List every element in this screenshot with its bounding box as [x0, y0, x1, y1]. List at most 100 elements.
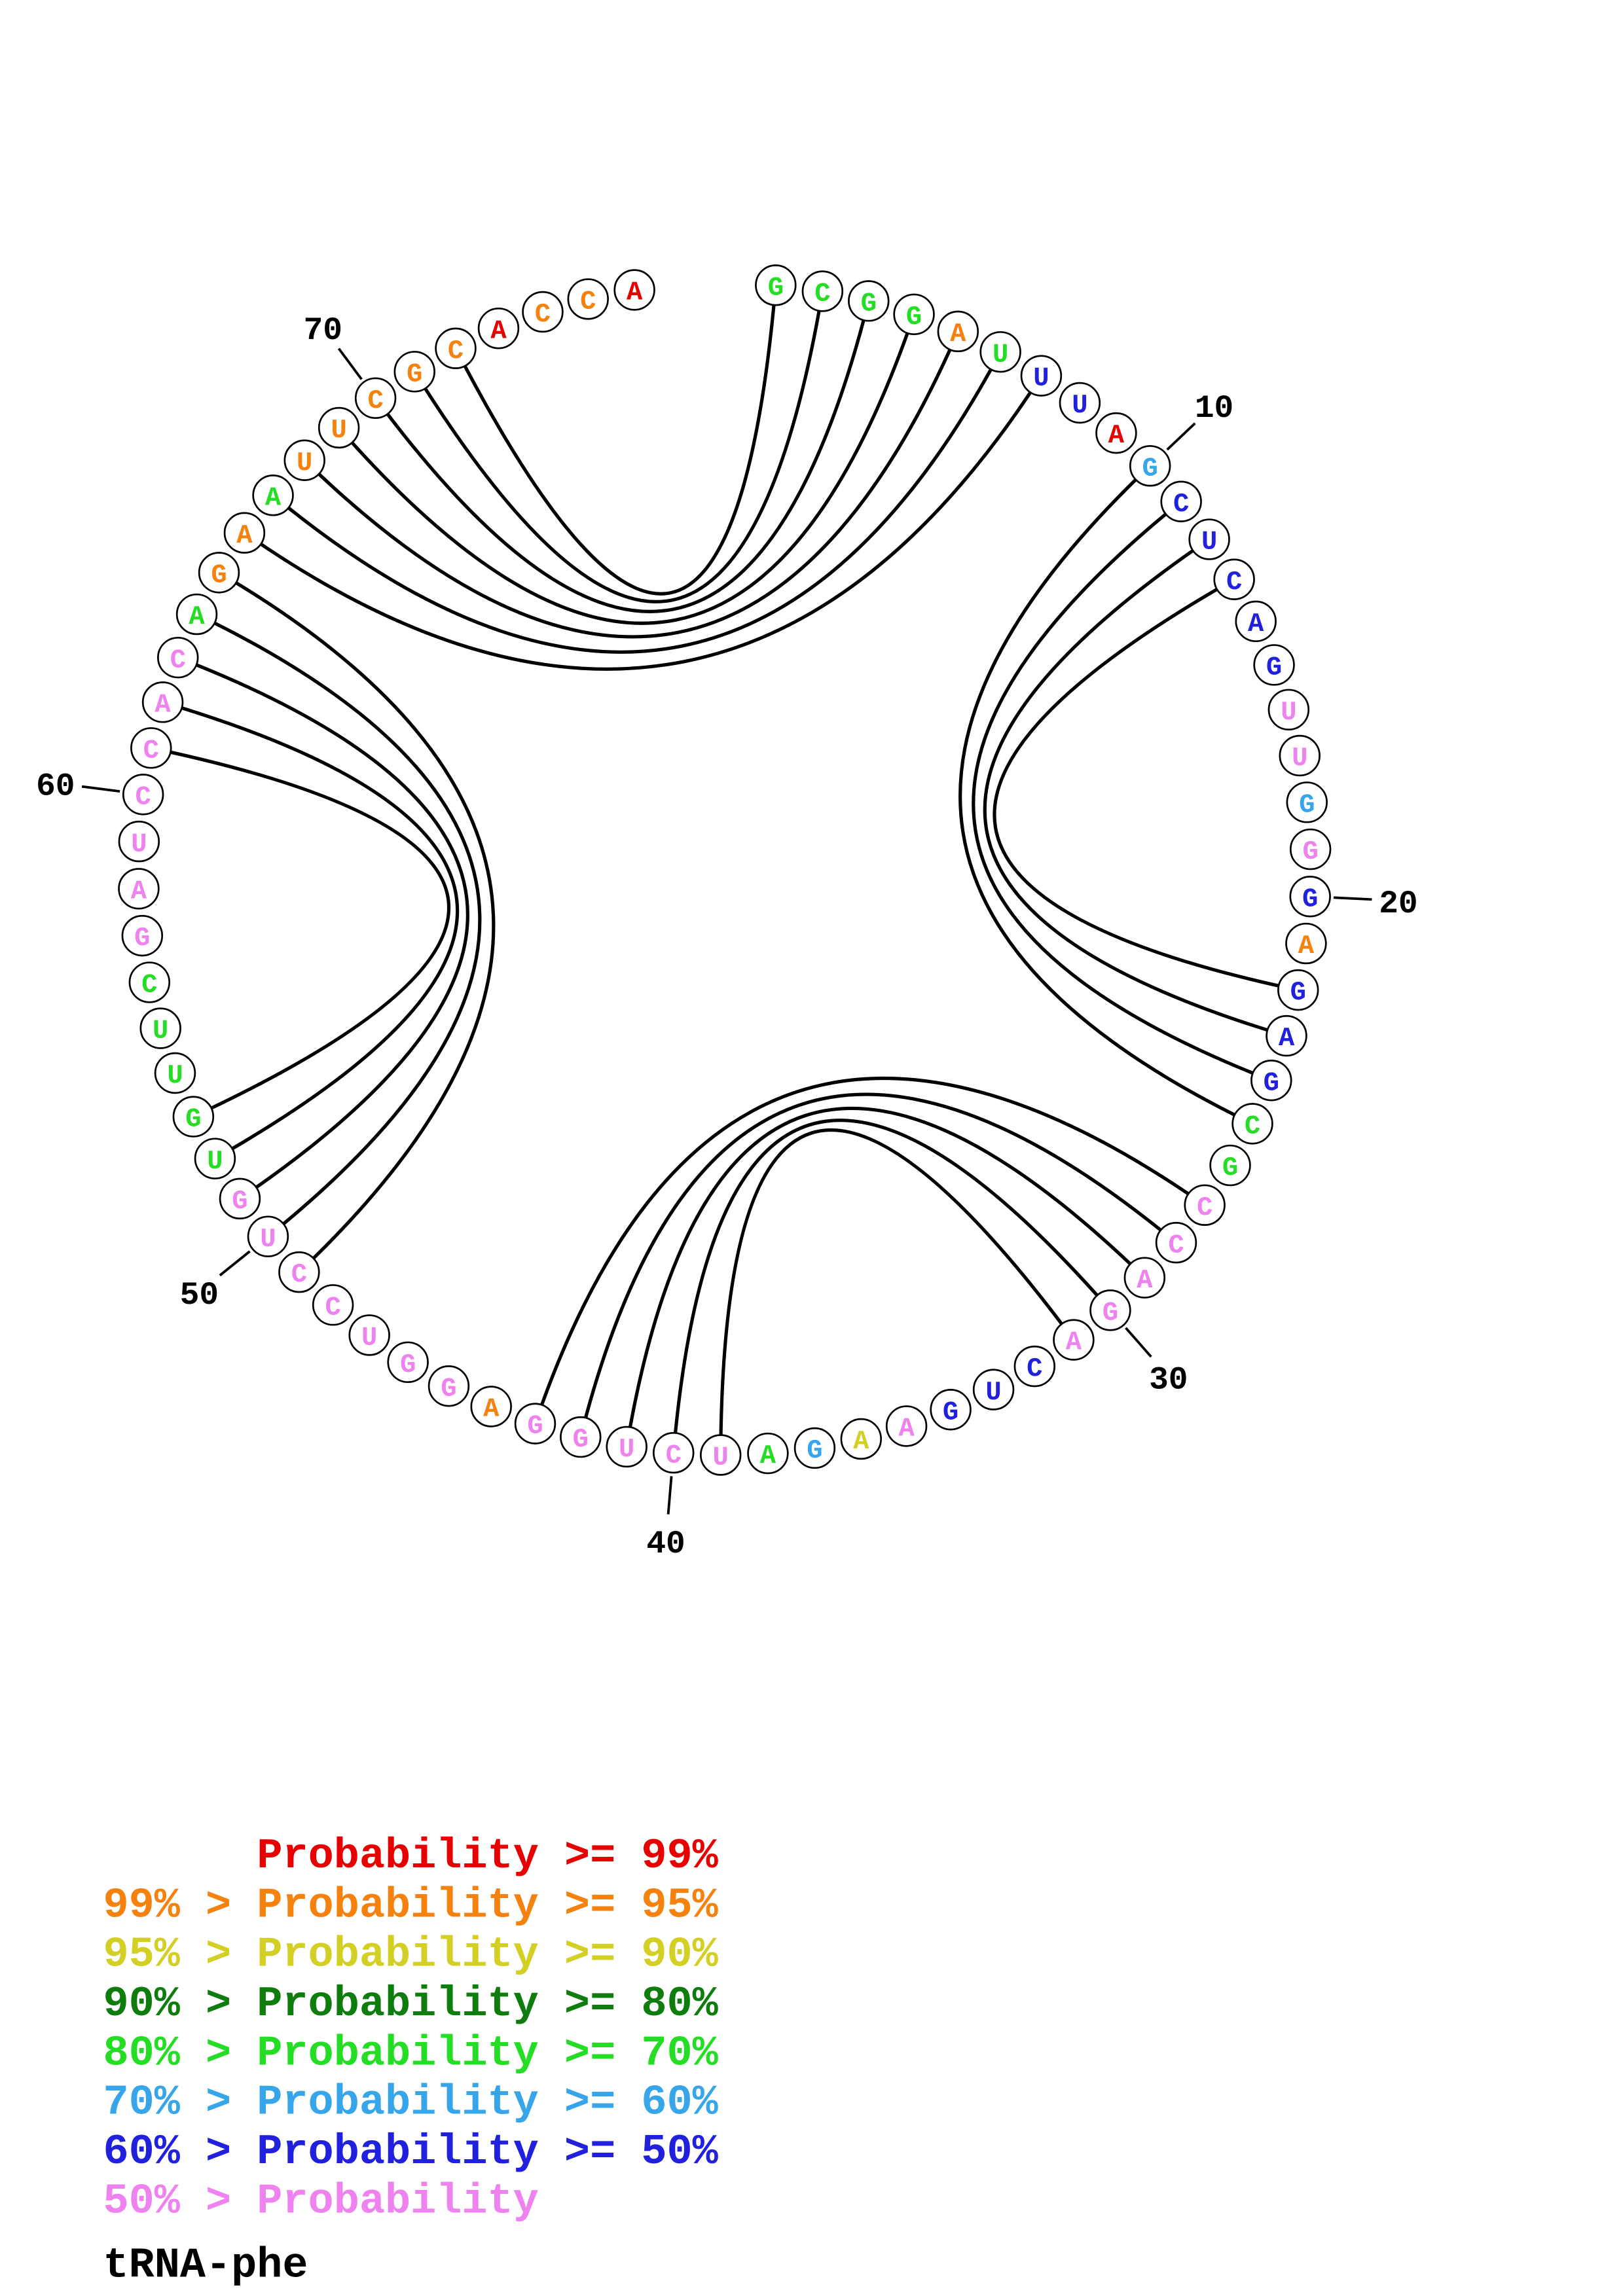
nucleotide: G — [387, 1341, 429, 1384]
nucleotide-letter: A — [1279, 1024, 1295, 1054]
legend-entry: 95% > Probability >= 90% — [103, 1931, 718, 1979]
nucleotide-letter: U — [1033, 364, 1049, 394]
nucleotide: C — [312, 1284, 354, 1326]
nucleotide-letter: A — [1298, 931, 1315, 961]
nucleotide-letter: G — [1290, 978, 1306, 1008]
nucleotide: A — [175, 593, 218, 636]
nucleotide-letter: U — [619, 1435, 634, 1465]
nucleotide-circle — [1095, 412, 1137, 454]
nucleotide: A — [252, 475, 294, 516]
nucleotide-letter: U — [153, 1016, 168, 1047]
legend-entry: 90% > Probability >= 80% — [103, 1980, 718, 2028]
nucleotide-circle — [128, 961, 171, 1003]
nucleotide: C — [157, 636, 199, 679]
base-pair-arc — [177, 656, 469, 1200]
position-label: 40 — [646, 1526, 685, 1562]
nucleotide-circle — [122, 774, 164, 816]
position-tick — [81, 785, 120, 793]
nucleotide-letter: A — [490, 316, 507, 346]
base-pair-arcs — [151, 285, 1299, 1456]
nucleotide-letter: A — [1137, 1266, 1153, 1296]
nucleotide-circle — [283, 439, 325, 481]
position-tick — [1333, 896, 1372, 901]
nucleotide: G — [560, 1416, 602, 1458]
nucleotide: A — [1123, 1257, 1166, 1299]
nucleotide-letter: U — [207, 1147, 223, 1177]
nucleotide: G — [1209, 1144, 1251, 1187]
nucleotide-letter: U — [1292, 744, 1307, 774]
nucleotide-circle — [354, 377, 397, 420]
nucleotide-circle — [930, 1389, 972, 1431]
nucleotide-letter: U — [993, 340, 1008, 370]
nucleotide: U — [606, 1426, 647, 1468]
nucleotide: G — [198, 552, 240, 594]
nucleotide: G — [893, 293, 935, 336]
nucleotide: U — [194, 1138, 236, 1179]
position-tick — [1125, 1327, 1152, 1358]
nucleotide-circle — [793, 1427, 836, 1469]
nucleotide: A — [885, 1405, 928, 1447]
base-pair-arc — [374, 300, 871, 613]
nucleotide-letter: C — [141, 971, 157, 1001]
nucleotide: C — [1160, 480, 1202, 522]
nucleotide-letter: U — [1281, 698, 1296, 728]
legend-entry: 80% > Probability >= 70% — [103, 2029, 718, 2077]
nucleotide-letter: U — [713, 1443, 729, 1473]
nucleotide-letter: G — [232, 1187, 247, 1217]
nucleotide-letter: C — [1173, 490, 1189, 520]
nucleotide-letter: G — [1264, 1068, 1279, 1098]
nucleotide-circle — [1020, 355, 1063, 397]
nucleotide-circle — [747, 1432, 789, 1475]
nucleotide-letter: U — [361, 1323, 377, 1354]
nucleotide: G — [1250, 1060, 1292, 1102]
nucleotide-circle — [1184, 1184, 1226, 1227]
nucleotide: C — [652, 1431, 695, 1474]
nucleotide-circle — [1013, 1345, 1056, 1388]
nucleotide-circle — [118, 868, 160, 910]
nucleotide: G — [1129, 445, 1171, 487]
nucleotide-circle — [252, 475, 294, 516]
nucleotide: C — [130, 727, 172, 769]
nucleotide-letter: C — [291, 1260, 307, 1290]
nucleotide: A — [223, 512, 266, 554]
nucleotide: G — [1289, 828, 1332, 870]
nucleotide-letter: C — [1245, 1112, 1260, 1142]
nucleotide-circle — [172, 1096, 215, 1138]
nucleotide-letter: U — [167, 1061, 183, 1091]
nucleotide-letter: G — [407, 359, 422, 389]
nucleotide-letter: C — [1168, 1230, 1184, 1261]
position-label: 30 — [1149, 1361, 1188, 1398]
nucleotide-letter: G — [1103, 1299, 1118, 1329]
nucleotide: G — [393, 351, 435, 393]
nucleotide-letter: G — [573, 1425, 589, 1455]
nucleotide-circle — [1289, 828, 1332, 870]
nucleotide: G — [172, 1096, 215, 1138]
nucleotide-circle — [893, 293, 935, 336]
nucleotide: G — [219, 1177, 261, 1220]
nucleotide-circle — [1209, 1144, 1251, 1187]
legend-entry: 50% > Probability — [103, 2177, 538, 2225]
base-pair-arc — [958, 464, 1254, 1126]
nucleotide-letter: G — [527, 1412, 543, 1442]
nucleotide-circle — [1059, 382, 1101, 424]
position-label: 10 — [1195, 390, 1233, 427]
base-pair-arc — [337, 314, 916, 625]
nucleotide-circle — [1155, 1221, 1197, 1264]
nucleotide: U — [1059, 382, 1101, 424]
legend-entry: 60% > Probability >= 50% — [103, 2128, 718, 2176]
nucleotide-letter: G — [1299, 790, 1315, 820]
nucleotide-circle — [1231, 1103, 1273, 1145]
nucleotide-circle — [1286, 781, 1328, 823]
nucleotide-letter: G — [211, 560, 227, 590]
legend-entry: 99% > Probability >= 95% — [103, 1881, 718, 1929]
base-pair-arc — [672, 1119, 1112, 1453]
nucleotide-circle — [567, 278, 609, 320]
nucleotide-letter: G — [400, 1350, 416, 1380]
nucleotide-letter: U — [131, 829, 147, 859]
nucleotide-letter: G — [134, 924, 150, 954]
nucleotide-letter: U — [260, 1225, 276, 1255]
nucleotide: U — [979, 331, 1021, 373]
nucleotide-letter: U — [297, 448, 312, 478]
nucleotide-circle — [470, 1386, 512, 1427]
